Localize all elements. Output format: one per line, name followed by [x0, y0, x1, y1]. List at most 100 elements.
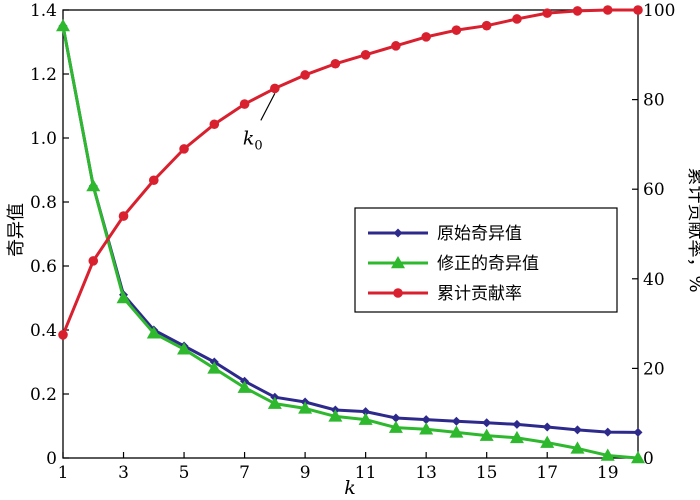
- data-point: [358, 412, 373, 425]
- data-point: [146, 326, 161, 339]
- y-right-tick-label: 40: [643, 270, 665, 290]
- y-left-axis-title: 奇异值: [6, 203, 27, 257]
- y-right-axis-ticks: 0 20 40 60 80 100: [632, 1, 675, 469]
- series-line: [61, 25, 639, 434]
- data-point: [388, 420, 403, 433]
- data-point: [391, 413, 401, 423]
- data-point: [633, 5, 643, 15]
- annotation-label: k0: [243, 127, 263, 153]
- series-2: [56, 19, 645, 464]
- data-point: [451, 416, 461, 426]
- series-line: [61, 8, 638, 336]
- data-point: [631, 451, 645, 464]
- data-point: [118, 211, 129, 221]
- data-point: [298, 401, 313, 414]
- x-axis-title: k: [344, 477, 356, 499]
- y-left-tick-label: 1.0: [30, 129, 57, 149]
- y-left-tick-label: 1.2: [30, 65, 57, 85]
- data-point: [600, 448, 615, 461]
- y-right-tick-label: 100: [643, 1, 675, 21]
- data-point: [451, 25, 462, 35]
- x-tick-label: 17: [536, 463, 558, 483]
- data-point: [602, 5, 613, 15]
- data-point: [572, 6, 583, 16]
- data-point: [177, 342, 192, 355]
- y-left-axis-ticks: 0 0.2 0.4 0.6 0.8 1.0 1.2 1.4: [30, 1, 69, 469]
- data-point: [391, 41, 401, 51]
- legend-label: 修正的奇异值: [437, 254, 539, 274]
- data-point: [479, 428, 494, 441]
- y-right-tick-label: 80: [643, 91, 665, 111]
- data-point: [328, 409, 343, 422]
- x-tick-label: 13: [415, 463, 437, 483]
- data-point: [482, 418, 492, 428]
- x-tick-label: 7: [239, 463, 250, 483]
- data-point: [56, 19, 70, 32]
- data-point: [449, 425, 464, 438]
- plot-border: [62, 9, 639, 459]
- data-point: [330, 58, 341, 69]
- data-point: [267, 396, 282, 409]
- x-tick-label: 3: [118, 463, 129, 483]
- data-point: [603, 427, 613, 437]
- x-tick-label: 1: [58, 463, 69, 483]
- y-right-tick-label: 0: [643, 449, 654, 469]
- data-point: [239, 99, 250, 109]
- x-tick-label: 19: [597, 463, 619, 483]
- data-point: [116, 291, 131, 304]
- legend-item: 累计贡献率: [368, 284, 522, 304]
- data-point: [421, 32, 431, 42]
- y-right-axis-title: 累计贡献率，%: [685, 167, 700, 292]
- legend-item: 原始奇异值: [368, 224, 522, 244]
- legend-item: 修正的奇异值: [368, 254, 539, 274]
- y-left-tick-label: 0.2: [30, 385, 57, 405]
- data-point: [88, 256, 99, 266]
- data-point: [509, 430, 524, 444]
- data-point: [572, 425, 582, 435]
- data-point: [633, 427, 643, 437]
- legend-label: 累计贡献率: [437, 284, 522, 304]
- data-point: [86, 179, 101, 192]
- y-right-tick-label: 60: [643, 180, 665, 200]
- data-point: [512, 419, 522, 429]
- series-layer: [56, 5, 645, 464]
- x-tick-label: 15: [476, 463, 498, 483]
- data-point: [421, 415, 431, 425]
- data-point: [58, 330, 68, 340]
- legend-marker: [393, 288, 403, 298]
- data-point: [270, 83, 280, 94]
- y-left-tick-label: 0: [46, 449, 57, 469]
- data-point: [570, 441, 585, 454]
- y-left-tick-label: 0.8: [30, 193, 57, 213]
- legend-marker: [393, 228, 403, 238]
- data-point: [179, 144, 189, 154]
- legend-marker: [391, 256, 405, 269]
- y-left-tick-label: 0.4: [30, 321, 57, 341]
- series-3: [58, 5, 643, 340]
- legend-label: 原始奇异值: [437, 224, 522, 244]
- y-left-tick-label: 0.6: [30, 257, 57, 277]
- data-point: [361, 407, 371, 417]
- data-point: [209, 119, 220, 130]
- x-tick-label: 11: [355, 463, 377, 483]
- data-point: [542, 422, 552, 432]
- data-point: [512, 14, 522, 24]
- plot-frame: [62, 9, 639, 459]
- data-point: [481, 20, 492, 31]
- data-point: [542, 8, 553, 18]
- x-tick-label: 5: [179, 463, 190, 483]
- annotation-leader: [260, 93, 276, 121]
- x-axis-ticks: 1 3 5 7 9 11 13 15 17 19: [58, 452, 619, 483]
- x-tick-label: 9: [300, 463, 311, 483]
- data-point: [148, 175, 159, 186]
- data-point: [540, 435, 555, 448]
- y-left-tick-label: 1.4: [30, 1, 57, 21]
- data-point: [300, 70, 310, 80]
- data-point: [207, 361, 222, 374]
- data-point: [237, 380, 252, 393]
- data-point: [360, 50, 371, 60]
- data-point: [419, 422, 434, 435]
- y-right-tick-label: 20: [643, 359, 665, 379]
